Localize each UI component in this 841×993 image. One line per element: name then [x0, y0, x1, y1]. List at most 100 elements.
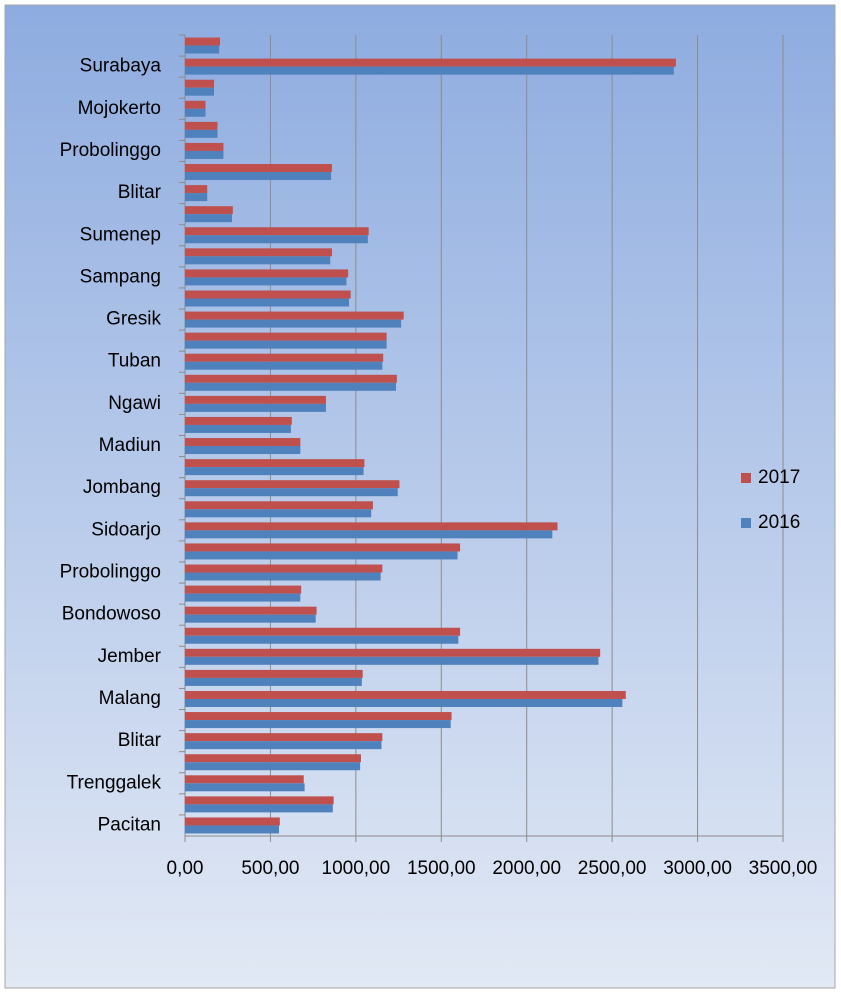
y-tick-label: Madiun: [99, 435, 161, 456]
bar: [185, 214, 232, 223]
y-tick-label: Blitar: [118, 730, 162, 751]
bar: [185, 374, 397, 383]
bar: [185, 783, 305, 792]
legend-swatch: [741, 518, 751, 528]
bar: [185, 817, 280, 826]
legend-label: 2016: [758, 512, 800, 533]
bar: [185, 501, 373, 510]
bar: [185, 227, 369, 236]
bar: [185, 319, 402, 328]
y-tick-label: Gresik: [106, 309, 161, 330]
bar: [185, 416, 292, 425]
x-tick-label: 2500,00: [578, 858, 647, 879]
bar: [185, 564, 383, 573]
bar: [185, 796, 334, 805]
bar: [185, 635, 459, 644]
bar: [185, 648, 601, 657]
bar: [185, 290, 351, 299]
legend-swatch: [741, 473, 751, 483]
bar: [185, 87, 215, 96]
bar: [185, 488, 398, 497]
bar: [185, 712, 452, 721]
bar: [185, 775, 304, 784]
bar: [185, 677, 362, 686]
bar: [185, 459, 365, 468]
bar: [185, 311, 404, 320]
bar: [185, 382, 397, 391]
bar: [185, 614, 316, 623]
bar: [185, 690, 626, 699]
bar: [185, 438, 301, 447]
bar: [185, 762, 361, 771]
x-tick-label: 1500,00: [407, 858, 476, 879]
bar: [185, 733, 383, 742]
bar: [185, 543, 461, 552]
bar: [185, 446, 301, 455]
bar: [185, 572, 381, 581]
bar: [185, 248, 332, 257]
bar: [185, 172, 332, 181]
bar: [185, 424, 291, 433]
bar: [185, 37, 221, 46]
y-tick-label: Malang: [99, 688, 161, 709]
bar: [185, 585, 302, 594]
y-tick-label: Probolinggo: [60, 140, 161, 161]
bar: [185, 193, 208, 202]
bar: [185, 467, 364, 476]
bar: [185, 100, 206, 109]
bar: [185, 656, 599, 665]
y-tick-label: Mojokerto: [78, 98, 161, 119]
bar: [185, 741, 382, 750]
bar: [185, 332, 387, 341]
bar: [185, 79, 215, 88]
bar: [185, 522, 558, 531]
bar: [185, 361, 383, 370]
bar: [185, 129, 218, 138]
legend-label: 2017: [758, 467, 800, 488]
bar: [185, 825, 279, 834]
bar: [185, 66, 674, 75]
y-tick-label: Tuban: [108, 351, 161, 372]
bar: [185, 551, 458, 560]
x-tick-label: 3000,00: [663, 858, 732, 879]
y-tick-label: Sampang: [80, 266, 161, 287]
chart-background: [4, 4, 836, 989]
y-tick-label: Jombang: [83, 477, 161, 498]
y-tick-label: Probolinggo: [60, 562, 161, 583]
x-tick-label: 0,00: [167, 858, 204, 879]
y-tick-label: Sidoarjo: [91, 519, 161, 540]
bar: [185, 754, 361, 763]
bar: [185, 530, 553, 539]
bar: [185, 395, 326, 404]
bar: [185, 627, 461, 636]
y-tick-label: Bondowoso: [62, 604, 161, 625]
y-tick-label: Jember: [98, 646, 162, 667]
bar: [185, 340, 387, 349]
bar: [185, 593, 301, 602]
x-tick-label: 1000,00: [322, 858, 391, 879]
bar: [185, 403, 326, 412]
bar: [185, 509, 372, 518]
bar: [185, 256, 331, 265]
y-tick-label: Surabaya: [80, 56, 162, 77]
x-tick-label: 3500,00: [749, 858, 818, 879]
bar: [185, 185, 208, 194]
bar: [185, 121, 218, 130]
bar: [185, 606, 317, 615]
y-tick-label: Pacitan: [98, 814, 161, 835]
bar: [185, 58, 676, 67]
y-tick-label: Blitar: [118, 182, 162, 203]
bar: [185, 480, 400, 489]
y-tick-label: Sumenep: [80, 224, 161, 245]
bar: [185, 804, 333, 813]
y-tick-label: Ngawi: [108, 393, 161, 414]
bar: [185, 206, 233, 215]
bar: [185, 108, 206, 117]
bar: [185, 720, 451, 729]
bar: [185, 353, 384, 362]
x-tick-label: 500,00: [241, 858, 299, 879]
bar: [185, 235, 368, 244]
bar: [185, 277, 347, 286]
bar: [185, 164, 332, 173]
